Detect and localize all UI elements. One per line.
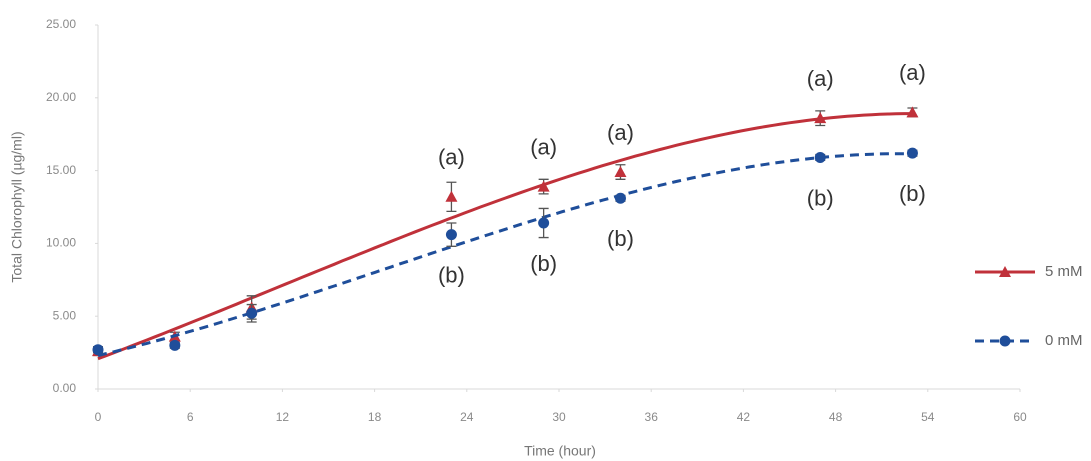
marker [445, 229, 457, 241]
significance-label: (a) [807, 66, 834, 91]
marker [169, 339, 181, 351]
significance-label: (a) [899, 60, 926, 85]
y-tick-label: 5.00 [53, 308, 77, 322]
trend-line [97, 152, 913, 357]
significance-label: (b) [899, 181, 926, 206]
x-tick-label: 36 [645, 410, 659, 424]
significance-label: (b) [607, 226, 634, 251]
significance-label: (a) [530, 134, 557, 159]
marker [906, 106, 919, 118]
marker [614, 166, 627, 178]
y-tick-label: 15.00 [46, 163, 76, 177]
x-tick-label: 60 [1013, 410, 1027, 424]
y-axis-title: Total Chlorophyll (µg/ml) [9, 131, 25, 282]
marker [614, 192, 626, 204]
significance-label: (a) [438, 145, 465, 170]
x-tick-label: 18 [368, 410, 382, 424]
significance-label: (b) [438, 262, 465, 287]
x-tick-label: 48 [829, 410, 843, 424]
x-tick-label: 6 [187, 410, 194, 424]
marker [814, 151, 826, 163]
legend-marker [999, 266, 1011, 277]
y-tick-label: 25.00 [46, 17, 76, 31]
marker [537, 180, 550, 192]
significance-label: (b) [530, 251, 557, 276]
y-tick-label: 10.00 [46, 236, 76, 250]
significance-label: (b) [807, 185, 834, 210]
x-tick-label: 30 [552, 410, 566, 424]
x-tick-label: 54 [921, 410, 935, 424]
x-tick-label: 24 [460, 410, 474, 424]
marker [445, 190, 458, 202]
marker [92, 344, 104, 356]
marker [246, 307, 258, 319]
legend-label: 0 mM [1045, 332, 1083, 349]
legend-marker [999, 335, 1011, 347]
x-axis-title: Time (hour) [524, 443, 596, 459]
x-tick-label: 42 [737, 410, 751, 424]
marker [538, 217, 550, 229]
y-tick-label: 20.00 [46, 90, 76, 104]
x-tick-label: 12 [276, 410, 290, 424]
marker [814, 112, 827, 124]
legend-label: 5 mM [1045, 263, 1083, 280]
significance-label: (a) [607, 120, 634, 145]
x-tick-label: 0 [95, 410, 102, 424]
marker [906, 147, 918, 159]
trend-line [97, 112, 913, 361]
y-tick-label: 0.00 [53, 381, 77, 395]
